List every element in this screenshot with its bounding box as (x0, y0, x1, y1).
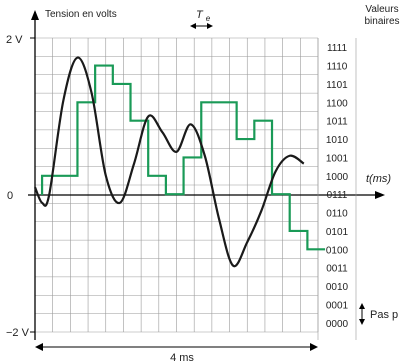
step-label: Pas p (370, 309, 398, 321)
right-title-line-2: binaires (364, 16, 399, 27)
binary-value-0000: 0000 (326, 319, 349, 330)
period-arrow-right (310, 343, 318, 351)
binary-value-1110: 1110 (327, 62, 348, 73)
y-top-label: 2 V (6, 34, 23, 46)
te-subscript: e (206, 14, 211, 23)
right-title-line-1: Valeurs (365, 4, 398, 15)
binary-value-1100: 1100 (326, 98, 348, 109)
binary-value-0110: 0110 (326, 209, 348, 220)
step-arrow-down (359, 319, 365, 325)
binary-value-1010: 1010 (326, 135, 349, 146)
binary-value-0100: 0100 (326, 245, 349, 256)
binary-value-1111: 1111 (327, 43, 347, 54)
signals (33, 56, 326, 268)
x-axis-label: t(ms) (366, 173, 391, 185)
y-zero-label: 0 (7, 190, 13, 202)
step-arrow-up (359, 303, 365, 309)
te-main: T (196, 9, 204, 21)
y-bottom-label: −2 V (6, 327, 30, 339)
binary-value-0010: 0010 (326, 282, 349, 293)
binary-value-1011: 1011 (326, 117, 348, 128)
axes (28, 10, 385, 340)
binary-value-1000: 1000 (326, 172, 349, 183)
binary-value-0011: 0011 (326, 264, 348, 275)
period-arrow-left (35, 343, 43, 351)
x-axis-arrow (375, 191, 385, 199)
analog-signal (33, 56, 305, 268)
te-label: T e (196, 9, 211, 23)
y-axis-arrow (31, 10, 39, 20)
binary-value-0001: 0001 (326, 300, 349, 311)
binary-value-1001: 1001 (326, 153, 349, 164)
sampled-signal (40, 64, 326, 251)
grid (34, 37, 319, 333)
period-label: 4 ms (170, 352, 194, 364)
binary-values-column: 0000 0001 0010 0011 0100 0101 0110 0111 1000 1001… (317, 38, 357, 340)
te-arrow-right (207, 23, 213, 29)
binary-value-1101: 1101 (326, 80, 348, 91)
binary-value-0101: 0101 (326, 227, 349, 238)
te-arrow-left (190, 23, 196, 29)
binary-value-0111: 0111 (327, 190, 348, 201)
y-axis-title: Tension en volts (45, 9, 117, 20)
annotations (35, 23, 365, 351)
